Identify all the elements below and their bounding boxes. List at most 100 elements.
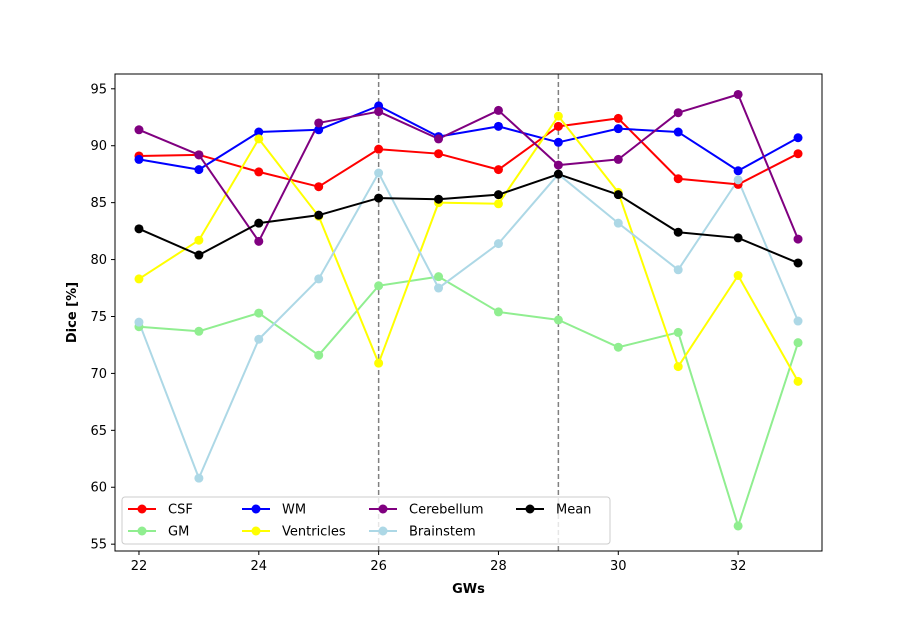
point-mean-26 (374, 193, 384, 203)
legend-marker-brainstem (378, 526, 388, 536)
point-ventricles-24 (254, 134, 264, 144)
y-axis: 55 60 65 70 75 80 85 90 95 (90, 82, 115, 553)
point-mean-22 (134, 224, 144, 234)
y-axis-title: Dice [%] (65, 282, 80, 343)
point-wm-33 (793, 133, 803, 143)
point-brainstem-33 (793, 316, 803, 326)
point-wm-23 (194, 165, 204, 175)
legend-label-gm: GM (168, 525, 189, 540)
point-cerebellum-32 (733, 89, 743, 99)
point-brainstem-25 (314, 274, 324, 284)
point-wm-29 (553, 137, 563, 147)
point-brainstem-24 (254, 334, 264, 344)
point-csf-29 (553, 121, 563, 131)
y-tick-label-95: 95 (90, 82, 107, 97)
series-line-cerebellum (138, 93, 799, 243)
x-tick-label-32: 32 (730, 559, 747, 574)
legend-label-cerebellum: Cerebellum (409, 503, 484, 518)
point-brainstem-23 (194, 473, 204, 483)
point-wm-28 (493, 121, 503, 131)
series-line-wm (138, 104, 799, 172)
point-csf-33 (793, 149, 803, 159)
legend-marker-cerebellum (378, 504, 388, 514)
point-wm-22 (134, 154, 144, 164)
point-mean-30 (613, 190, 623, 200)
point-gm-32 (733, 521, 743, 531)
point-cerebellum-30 (613, 154, 623, 164)
point-cerebellum-22 (134, 125, 144, 135)
point-ventricles-22 (134, 274, 144, 284)
series-points (134, 89, 803, 531)
point-brainstem-26 (374, 168, 384, 178)
point-cerebellum-25 (314, 118, 324, 128)
x-axis: 22 24 26 28 30 32 (131, 551, 747, 574)
point-csf-24 (254, 167, 264, 177)
point-brainstem-22 (134, 317, 144, 327)
x-axis-title: GWs (452, 582, 485, 597)
point-wm-25 (314, 125, 324, 135)
point-mean-29 (553, 169, 563, 179)
point-gm-30 (613, 342, 623, 352)
legend-label-mean: Mean (556, 503, 591, 518)
point-gm-27 (434, 272, 444, 282)
x-tick-label-28: 28 (490, 559, 507, 574)
point-csf-26 (374, 144, 384, 154)
point-gm-23 (194, 326, 204, 336)
point-brainstem-30 (613, 218, 623, 228)
point-mean-33 (793, 258, 803, 268)
point-ventricles-32 (733, 271, 743, 281)
point-brainstem-31 (673, 265, 683, 275)
point-cerebellum-31 (673, 108, 683, 118)
x-tick-label-22: 22 (131, 559, 148, 574)
point-mean-32 (733, 233, 743, 243)
point-ventricles-26 (374, 358, 384, 368)
point-mean-23 (194, 250, 204, 260)
series-line-csf (138, 117, 799, 188)
legend-frame (121, 496, 611, 545)
point-brainstem-32 (733, 175, 743, 185)
point-cerebellum-33 (793, 234, 803, 244)
point-cerebellum-27 (434, 134, 444, 144)
point-csf-27 (434, 149, 444, 159)
series-line-gm (138, 275, 799, 527)
point-gm-26 (374, 281, 384, 291)
point-csf-31 (673, 174, 683, 184)
legend-marker-ventricles (251, 526, 261, 536)
point-gm-28 (493, 307, 503, 317)
point-gm-25 (314, 350, 324, 360)
point-mean-28 (493, 190, 503, 200)
point-wm-30 (613, 124, 623, 134)
point-brainstem-28 (493, 239, 503, 249)
point-mean-31 (673, 227, 683, 237)
y-tick-label-90: 90 (90, 139, 107, 154)
y-tick-label-60: 60 (90, 481, 107, 496)
point-gm-29 (553, 315, 563, 325)
point-ventricles-23 (194, 235, 204, 245)
point-brainstem-27 (434, 283, 444, 293)
point-gm-24 (254, 308, 264, 318)
point-gm-31 (673, 327, 683, 337)
point-ventricles-31 (673, 362, 683, 372)
y-tick-label-85: 85 (90, 196, 107, 211)
point-cerebellum-26 (374, 107, 384, 117)
point-cerebellum-23 (194, 150, 204, 160)
point-wm-32 (733, 166, 743, 176)
x-tick-label-30: 30 (610, 559, 627, 574)
y-tick-label-55: 55 (90, 538, 107, 553)
point-wm-31 (673, 127, 683, 137)
point-csf-28 (493, 165, 503, 175)
point-csf-25 (314, 182, 324, 192)
x-tick-label-26: 26 (370, 559, 387, 574)
series-line-mean (138, 173, 799, 264)
series-lines (138, 93, 799, 527)
point-ventricles-28 (493, 199, 503, 209)
legend-label-brainstem: Brainstem (409, 525, 476, 540)
legend-label-wm: WM (282, 503, 306, 518)
legend: CSF GM WM Ventricles Cerebellum Brainstem Mean (121, 496, 611, 545)
y-tick-label-80: 80 (90, 253, 107, 268)
legend-marker-wm (251, 504, 261, 514)
point-cerebellum-24 (254, 236, 264, 246)
point-wm-24 (254, 127, 264, 137)
y-tick-label-65: 65 (90, 424, 107, 439)
